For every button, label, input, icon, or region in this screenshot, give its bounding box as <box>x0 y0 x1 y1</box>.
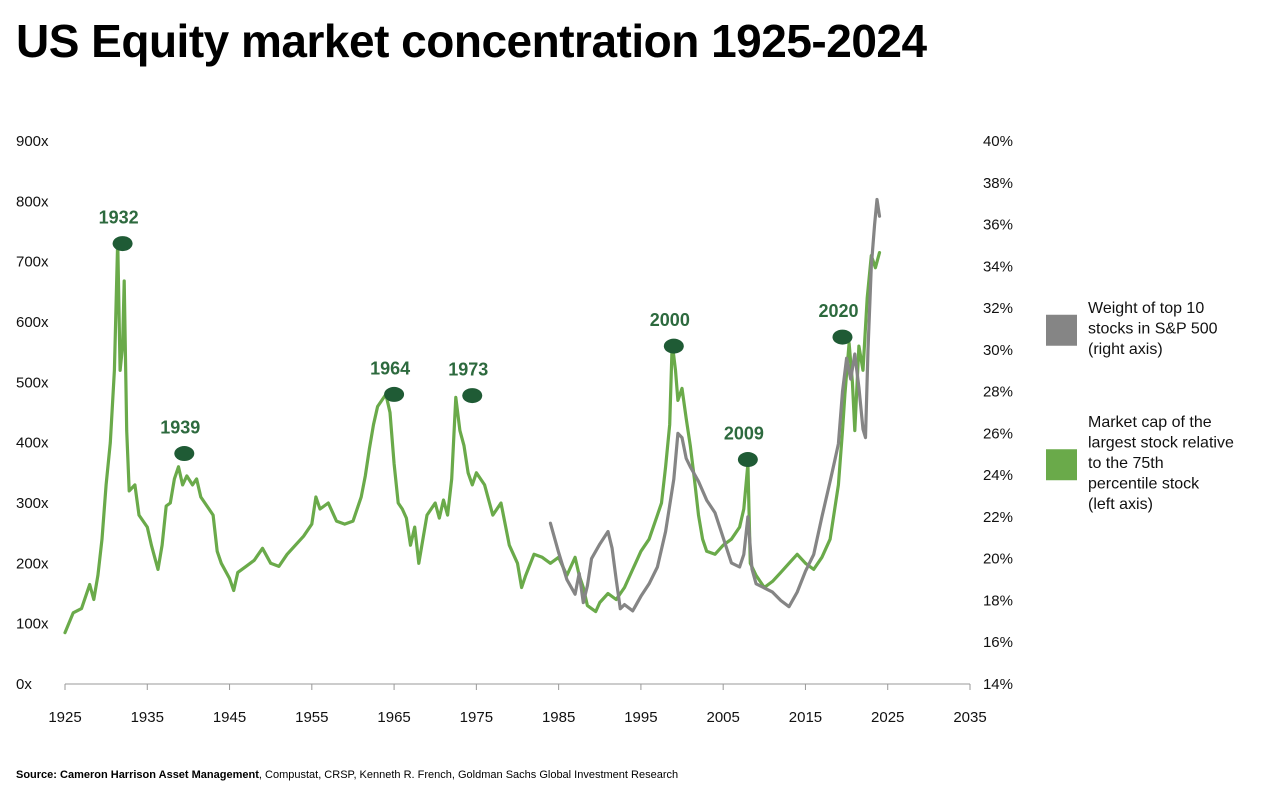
annotation-marker <box>174 446 195 462</box>
chart-title: US Equity market concentration 1925-2024 <box>16 15 927 67</box>
x-tick-label: 1975 <box>460 709 493 726</box>
y-right-tick-label: 38% <box>983 175 1013 192</box>
x-tick-label: 1955 <box>295 709 328 726</box>
legend-swatch <box>1046 314 1077 346</box>
x-tick-label: 1985 <box>542 709 575 726</box>
y-right-tick-label: 28% <box>983 384 1013 401</box>
y-left-tick-label: 700x <box>16 254 49 271</box>
annotation-label: 2000 <box>650 310 690 330</box>
y-left-tick-label: 0x <box>16 676 32 693</box>
series-line-top10-weight <box>548 197 882 613</box>
y-left-tick-label: 800x <box>16 193 49 210</box>
y-left-tick-label: 600x <box>16 314 49 331</box>
legend-label-line: Market cap of the <box>1088 414 1212 431</box>
annotation-label: 1932 <box>99 208 139 228</box>
annotation-label: 1939 <box>160 418 200 438</box>
y-right-tick-label: 22% <box>983 509 1013 526</box>
y-left-tick-label: 200x <box>16 555 49 572</box>
source-secondary: , Compustat, CRSP, Kenneth R. French, Go… <box>258 769 679 781</box>
y-left-tick-label: 300x <box>16 495 49 512</box>
y-left-tick-label: 400x <box>16 435 49 452</box>
legend-label-line: Weight of top 10 <box>1088 300 1204 317</box>
x-tick-label: 1945 <box>213 709 246 726</box>
legend-label-line: (left axis) <box>1088 496 1153 513</box>
legend-label-line: largest stock relative <box>1088 435 1234 452</box>
x-tick-label: 2005 <box>706 709 739 726</box>
legend-label-line: stocks in S&P 500 <box>1088 321 1218 338</box>
y-right-tick-label: 20% <box>983 551 1013 568</box>
x-tick-label: 1925 <box>48 709 81 726</box>
y-left-tick-label: 100x <box>16 616 49 633</box>
y-left-tick-label: 500x <box>16 374 49 391</box>
series-line-largest-stock-ratio <box>63 239 882 635</box>
annotation-layer: 1932 1939 1964 1973 2000 2009 2020 <box>99 208 859 468</box>
annotation-marker <box>737 452 758 468</box>
x-tick-label: 1935 <box>131 709 164 726</box>
annotation-label: 2009 <box>724 424 764 444</box>
y-right-tick-label: 18% <box>983 592 1013 609</box>
annotation-label: 2020 <box>818 301 858 321</box>
annotation-marker <box>384 386 405 402</box>
annotation-label: 1973 <box>448 360 488 380</box>
x-tick-label: 1965 <box>377 709 410 726</box>
legend-label-line: to the 75th <box>1088 455 1164 472</box>
legend-label-line: (right axis) <box>1088 341 1163 358</box>
y-right-tick-label: 14% <box>983 676 1013 693</box>
y-right-tick-label: 32% <box>983 300 1013 317</box>
axes-layer: 1925 1935 1945 1955 1965 1975 1985 1995 2005 2015… <box>16 133 1013 726</box>
x-tick-label: 2025 <box>871 709 904 726</box>
legend-swatch <box>1046 449 1077 481</box>
y-right-tick-label: 16% <box>983 634 1013 651</box>
y-right-tick-label: 30% <box>983 342 1013 359</box>
y-right-tick-label: 36% <box>983 217 1013 234</box>
annotation-marker <box>832 329 853 345</box>
annotation-marker <box>663 338 684 354</box>
source-note: Source: Cameron Harrison Asset Managemen… <box>16 769 678 781</box>
x-tick-label: 1995 <box>624 709 657 726</box>
y-right-tick-label: 40% <box>983 133 1013 150</box>
y-right-tick-label: 34% <box>983 258 1013 275</box>
legend-layer: Weight of top 10 stocks in S&P 500 (right … <box>1046 300 1234 513</box>
annotation-label: 1964 <box>370 358 410 378</box>
annotation-marker <box>462 388 483 404</box>
y-right-tick-label: 26% <box>983 425 1013 442</box>
series-layer <box>63 197 882 635</box>
x-tick-label: 2015 <box>789 709 822 726</box>
x-tick-label: 2035 <box>953 709 986 726</box>
source-primary: Source: Cameron Harrison Asset Managemen… <box>16 769 259 781</box>
legend-label-line: percentile stock <box>1088 476 1200 493</box>
y-right-tick-label: 24% <box>983 467 1013 484</box>
annotation-marker <box>112 236 133 252</box>
y-left-tick-label: 900x <box>16 133 49 150</box>
